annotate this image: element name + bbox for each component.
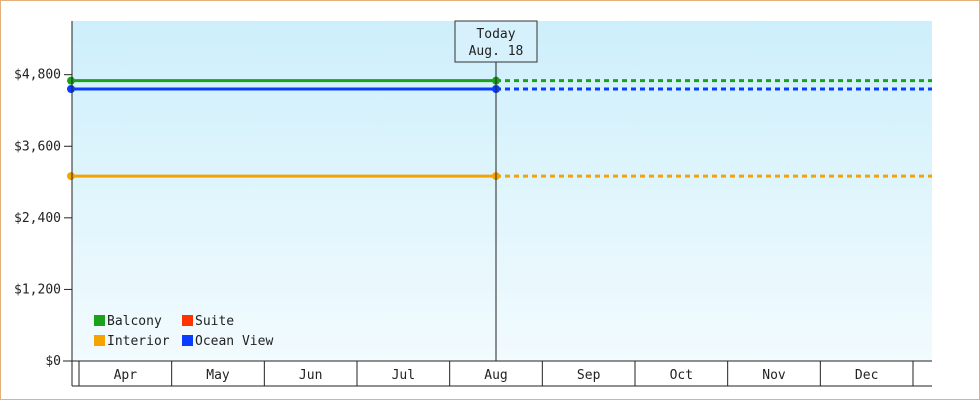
legend-label-balcony: Balcony xyxy=(107,314,162,329)
x-tick-label: May xyxy=(206,368,230,383)
y-tick-label: $4,800 xyxy=(14,68,61,83)
legend-label-interior: Interior xyxy=(107,334,170,349)
legend-swatch-ocean-view xyxy=(182,335,193,346)
legend-label-suite: Suite xyxy=(195,314,234,329)
today-box xyxy=(454,20,538,63)
y-tick-label: $0 xyxy=(45,354,61,369)
x-tick-label: Dec xyxy=(855,368,878,383)
legend-label-ocean-view: Ocean View xyxy=(195,334,273,349)
x-tick-label: Jul xyxy=(392,368,415,383)
today-label: Today xyxy=(476,27,515,42)
series-point-interior xyxy=(67,172,75,181)
y-tick-label: $3,600 xyxy=(14,139,61,154)
x-tick-label: Nov xyxy=(762,368,786,383)
series-point-ocean-view xyxy=(67,85,75,93)
x-tick-label: Oct xyxy=(670,368,693,383)
legend-swatch-balcony xyxy=(94,315,105,326)
series-point-balcony xyxy=(67,76,75,85)
x-tick-label: Jun xyxy=(299,368,322,383)
plot-area xyxy=(72,21,932,361)
today-date: Aug. 18 xyxy=(469,44,524,59)
y-tick-label: $2,400 xyxy=(14,211,61,226)
legend-swatch-interior xyxy=(94,335,105,346)
y-tick-label: $1,200 xyxy=(14,282,61,297)
legend-swatch-suite xyxy=(182,315,193,326)
x-tick-label: Sep xyxy=(577,368,601,383)
x-tick-label: Apr xyxy=(114,368,138,383)
x-tick-label: Aug xyxy=(484,368,507,383)
